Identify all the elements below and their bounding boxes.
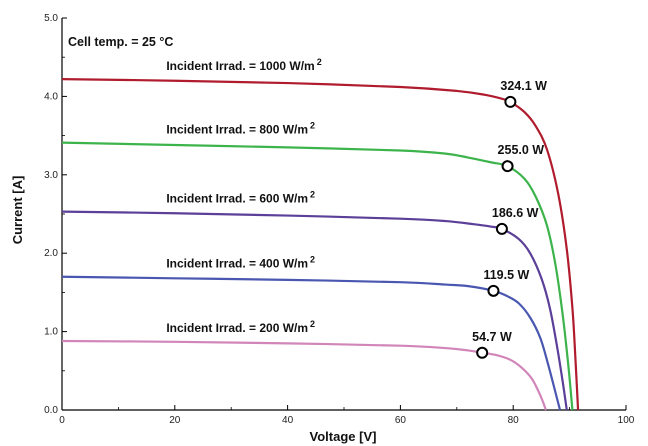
series-label-text: Incident Irrad. = 200 W/m [166,321,308,335]
mpp-power-label-1000: 324.1 W [500,79,547,93]
y-tick-label: 3.0 [44,170,58,181]
series-label-200: Incident Irrad. = 200 W/m 2 [166,319,315,335]
x-axis-title: Voltage [V] [310,429,377,444]
x-tick-label: 80 [508,415,520,426]
x-tick-label: 60 [395,415,407,426]
y-ticks: 0.0 1.0 2.0 3.0 4.0 5.0 [44,13,67,416]
mpp-markers: 324.1 W 255.0 W 186.6 W 119.5 W 54.7 W [472,79,547,359]
series-label-text: Incident Irrad. = 400 W/m [166,257,308,271]
mpp-power-label-600: 186.6 W [492,206,539,220]
x-tick-label: 20 [169,415,181,426]
curve-800-wm2 [61,141,574,411]
series-label-800: Incident Irrad. = 800 W/m 2 [166,121,315,137]
series-label-superscript: 2 [310,190,315,200]
series-label-superscript: 2 [310,255,315,265]
x-tick-label: 40 [282,415,294,426]
mpp-marker-200 [476,346,489,359]
curve-600-wm2 [61,210,568,411]
series-label-text: Incident Irrad. = 600 W/m [166,192,308,206]
series-label-1000: Incident Irrad. = 1000 W/m 2 [166,57,321,73]
curves [61,78,580,411]
mpp-marker-400 [487,284,500,297]
mpp-power-label-800: 255.0 W [498,143,545,157]
series-label-text: Incident Irrad. = 800 W/m [166,123,308,137]
mpp-marker-600 [495,222,508,235]
mpp-marker-800 [501,160,514,173]
axes [61,18,626,411]
x-ticks: 0 20 40 60 80 100 [59,405,635,426]
x-tick-label: 0 [59,415,65,426]
y-tick-label: 5.0 [44,13,58,24]
series-label-superscript: 2 [317,57,322,67]
mpp-marker-1000 [504,95,517,108]
mpp-power-label-400: 119.5 W [483,268,529,282]
y-tick-label: 1.0 [44,327,58,338]
y-tick-label: 2.0 [44,248,58,259]
series-label-superscript: 2 [310,319,315,329]
series-label-600: Incident Irrad. = 600 W/m 2 [166,190,315,206]
mpp-power-label-200: 54.7 W [472,330,512,344]
curve-200-wm2 [61,339,547,411]
y-tick-label: 4.0 [44,91,58,102]
y-axis-title: Current [A] [10,176,25,245]
curve-1000-wm2 [61,78,580,411]
series-label-400: Incident Irrad. = 400 W/m 2 [166,255,315,271]
y-tick-label: 0.0 [44,405,58,416]
cell-temp-annotation: Cell temp. = 25 °C [68,35,173,49]
series-label-text: Incident Irrad. = 1000 W/m [166,59,314,73]
series-label-superscript: 2 [310,121,315,131]
x-tick-label: 100 [618,415,635,426]
